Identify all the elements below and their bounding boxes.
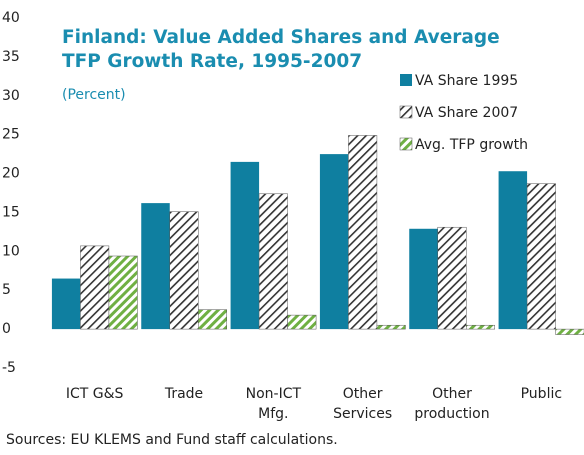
bar	[258, 193, 288, 330]
source-note: Sources: EU KLEMS and Fund staff calcula…	[6, 432, 338, 448]
bar	[348, 135, 378, 330]
x-tick-label: ICT G&S	[65, 386, 124, 402]
legend-label: VA Share 2007	[415, 105, 518, 121]
y-tick-label: 40	[2, 10, 20, 26]
y-tick-label: 5	[2, 282, 11, 298]
y-tick-label: 30	[2, 88, 20, 104]
bar	[376, 324, 406, 330]
y-tick-label: 25	[2, 127, 20, 143]
legend-swatch	[399, 105, 413, 119]
bar	[409, 228, 438, 330]
y-tick-label: 20	[2, 166, 20, 182]
chart-subtitle: (Percent)	[62, 87, 126, 103]
x-tick-label: Other production	[414, 386, 490, 422]
y-tick-label: 35	[2, 49, 20, 65]
y-tick-label: -5	[2, 360, 16, 376]
bar	[80, 245, 110, 330]
bar	[555, 328, 584, 335]
bar	[319, 154, 349, 330]
legend-label: Avg. TFP growth	[415, 137, 528, 153]
x-tick-label: Trade	[164, 386, 204, 402]
bar	[169, 211, 199, 330]
x-tick-label: Public	[520, 386, 563, 402]
bar	[141, 203, 170, 330]
y-tick-label: 0	[2, 321, 11, 337]
bar	[108, 255, 138, 330]
bar	[287, 314, 317, 330]
legend-swatch	[400, 74, 412, 86]
x-tick-label: Non-ICT Mfg.	[245, 386, 302, 422]
bar	[198, 309, 227, 330]
bar	[526, 183, 556, 330]
bar	[498, 171, 528, 330]
bar	[466, 324, 495, 330]
bar	[437, 226, 467, 330]
chart-title: Finland: Value Added Shares and Average …	[62, 27, 500, 72]
x-tick-label: Other Services	[333, 386, 393, 422]
y-tick-label: 10	[2, 243, 20, 259]
bar	[230, 161, 260, 330]
bar	[51, 278, 81, 330]
legend-swatch	[399, 137, 413, 151]
legend-label: VA Share 1995	[415, 73, 518, 89]
y-tick-label: 15	[2, 204, 20, 220]
